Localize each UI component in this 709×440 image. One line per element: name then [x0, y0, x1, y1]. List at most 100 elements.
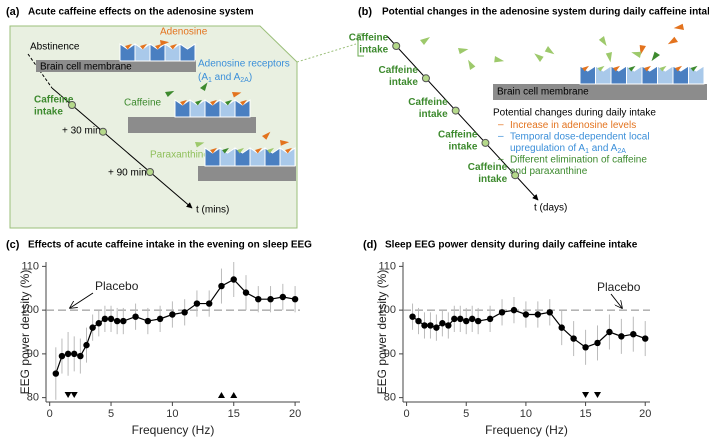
receptor [264, 147, 281, 167]
intake-label: Caffeine [34, 95, 74, 106]
subscript: 2A [240, 77, 249, 84]
intake-point [421, 74, 430, 83]
reference-arrow [610, 293, 622, 308]
text-part: Increase in adenosine levels [510, 120, 636, 131]
receptor [179, 43, 196, 62]
receptor [579, 65, 596, 85]
data-line [412, 309, 646, 348]
ligand [165, 90, 175, 98]
time-label: + 30 min [62, 126, 101, 137]
data-point [463, 317, 470, 325]
x-tick-label: 20 [289, 408, 301, 420]
chart-title: Effects of acute caffeine intake in the … [28, 240, 312, 251]
data-point [52, 370, 60, 377]
data-point [546, 309, 553, 316]
data-point [77, 352, 84, 360]
receptor [219, 147, 236, 167]
chart-title: Sleep EEG power density during daily caf… [385, 240, 638, 251]
ligand [544, 46, 555, 55]
significance-marker [230, 392, 238, 398]
data-point [205, 300, 213, 307]
receptor [595, 65, 612, 85]
y-axis-label: EEG power density (%) [375, 270, 389, 395]
receptor [610, 65, 627, 85]
data-point [570, 335, 577, 342]
receptor [688, 65, 705, 85]
ligand [280, 140, 290, 146]
panel-label: (a) [6, 6, 20, 18]
y-tick-label: 80 [27, 392, 39, 404]
significance-marker [64, 392, 72, 398]
data-point [58, 352, 66, 360]
data-point [642, 335, 649, 342]
data-point [457, 315, 464, 323]
ligand [598, 36, 607, 47]
ligand [458, 48, 469, 55]
intake-label: intake [359, 45, 388, 56]
change-text: Different elimination of caffeine [510, 154, 647, 165]
data-point [279, 293, 287, 301]
ligand [690, 65, 698, 72]
data-point [144, 317, 152, 325]
intake-label: Caffeine [438, 130, 478, 141]
changes-list: – Increase in adenosine levels– Temporal d… [498, 120, 650, 177]
receptor [204, 147, 221, 167]
intake-label: Caffeine [408, 97, 448, 108]
receptor [219, 99, 236, 118]
caffeine-label: Caffeine [124, 98, 162, 109]
y-tick-label: 100 [378, 304, 396, 316]
data-point [101, 315, 109, 323]
receptor [672, 65, 689, 85]
receptor [134, 43, 151, 62]
receptor [204, 99, 221, 118]
membrane-label: Brain cell membrane [40, 62, 132, 73]
ligand [285, 147, 292, 154]
text-part: ) [249, 72, 252, 83]
subscript: 1 [208, 77, 212, 84]
data-point [113, 317, 121, 325]
x-tick-label: 0 [404, 408, 410, 420]
intake-label: intake [419, 109, 448, 120]
y-tick-label: 90 [384, 348, 396, 360]
ligand [267, 147, 274, 154]
data-point [156, 315, 164, 323]
membrane [36, 60, 196, 72]
intake-label: intake [478, 174, 507, 185]
panel-title: Potential changes in the adenosine syste… [382, 7, 709, 18]
change-text: Increase in adenosine levels [510, 120, 636, 131]
ligand [420, 37, 430, 45]
panel-title: Acute caffeine effects on the adenosine … [28, 7, 254, 18]
intake-label: Caffeine [468, 162, 508, 173]
y-axis-label: EEG power density (%) [18, 270, 32, 395]
data-point [95, 320, 102, 327]
ligand [180, 99, 187, 106]
ligand [644, 65, 651, 72]
membrane [493, 84, 707, 100]
ligand [613, 65, 620, 72]
y-tick-label: 80 [384, 392, 396, 404]
change-text: upregulation of A1 and A2A [510, 143, 626, 155]
intake-label: Caffeine [378, 65, 418, 76]
ligand [582, 65, 589, 72]
data-point [255, 295, 262, 303]
reference-arrow [70, 292, 94, 308]
x-axis-label: Frequency (Hz) [132, 423, 215, 437]
data-point [415, 317, 422, 325]
intake-label: Caffeine [349, 33, 389, 44]
data-point [594, 339, 601, 347]
intake-point [146, 168, 154, 176]
ligand [255, 147, 262, 154]
data-point [474, 317, 482, 325]
ligand [125, 43, 132, 50]
data-point [445, 322, 452, 329]
receptor [657, 65, 674, 85]
bullet: – [498, 120, 504, 131]
ligand [195, 142, 205, 148]
x-tick-label: 5 [108, 408, 114, 420]
x-axis-label: Frequency (Hz) [485, 423, 568, 437]
receptor [641, 65, 658, 85]
ligand [659, 65, 667, 72]
intake-point [68, 101, 76, 109]
y-tick-label: 90 [27, 348, 39, 360]
